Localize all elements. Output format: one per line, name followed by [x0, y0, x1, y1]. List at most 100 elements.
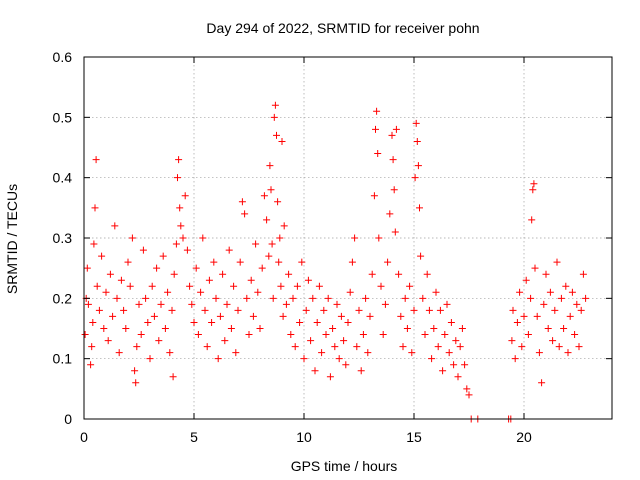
data-point [205, 276, 213, 284]
data-point [254, 288, 262, 296]
data-point [508, 337, 516, 345]
data-point [267, 186, 275, 194]
data-point [285, 270, 293, 278]
x-axis-label: GPS time / hours [291, 458, 398, 474]
data-point [199, 234, 207, 242]
data-point [164, 288, 172, 296]
axes: 0 0.1 0.2 0.3 0.4 0.5 0.6 0 5 10 15 20 [53, 49, 612, 445]
y-tick-label: 0.4 [53, 170, 73, 186]
data-point [381, 300, 389, 308]
data-point [95, 306, 103, 314]
data-point [531, 264, 539, 272]
x-tick-label: 0 [80, 429, 88, 445]
data-point [214, 355, 222, 363]
data-point [562, 282, 570, 290]
data-point [93, 282, 101, 290]
data-point [115, 349, 123, 357]
data-point [411, 174, 419, 182]
data-point [412, 119, 420, 127]
data-point [346, 288, 354, 296]
data-point [236, 258, 244, 266]
data-point [168, 306, 176, 314]
data-point [137, 331, 145, 339]
data-point [391, 228, 399, 236]
data-point [377, 282, 385, 290]
data-point [81, 331, 89, 339]
data-point [109, 312, 117, 320]
data-point [413, 137, 421, 145]
data-point [318, 349, 326, 357]
data-point [430, 325, 438, 332]
data-point [128, 234, 136, 242]
data-point [443, 300, 451, 308]
data-point [571, 331, 579, 339]
data-point [546, 288, 554, 296]
y-tick-label: 0.1 [53, 351, 73, 367]
data-point [100, 325, 108, 332]
data-point [268, 240, 276, 248]
data-point [516, 288, 524, 296]
data-point [452, 337, 460, 345]
data-point [146, 355, 154, 363]
data-point [527, 294, 535, 302]
data-point [551, 306, 559, 314]
data-point [528, 216, 536, 224]
data-point [374, 150, 382, 158]
data-point [518, 343, 526, 351]
data-point [238, 198, 246, 206]
data-point [450, 361, 458, 369]
data-point [465, 391, 473, 399]
data-point [454, 373, 462, 381]
data-point [247, 276, 255, 284]
y-axis-label: SRMTID / TECUs [4, 184, 20, 294]
data-point [269, 294, 277, 302]
data-point [190, 318, 198, 326]
data-point [333, 300, 341, 308]
data-point [192, 264, 200, 272]
data-point [263, 216, 271, 224]
data-point [386, 210, 394, 218]
data-point [300, 355, 308, 363]
data-point [298, 258, 306, 266]
data-point [161, 325, 169, 332]
data-point [111, 222, 119, 230]
data-point [326, 373, 334, 381]
data-point [153, 264, 161, 272]
data-point [175, 156, 183, 164]
data-point [372, 125, 379, 133]
data-point [355, 306, 363, 314]
data-point [166, 349, 174, 357]
data-point [529, 186, 537, 194]
data-point [221, 337, 229, 345]
data-point [555, 343, 563, 351]
data-point [313, 318, 321, 326]
data-point [359, 331, 367, 339]
y-tick-label: 0 [64, 411, 72, 427]
data-point [179, 234, 187, 242]
data-point [266, 162, 274, 170]
data-point [542, 270, 550, 278]
data-point [395, 270, 403, 278]
data-point [368, 270, 376, 278]
data-point [142, 294, 150, 302]
x-tick-label: 5 [190, 429, 198, 445]
data-point [432, 288, 440, 296]
data-point [126, 282, 134, 290]
data-point [289, 294, 297, 302]
data-point [340, 337, 348, 345]
data-point [89, 318, 97, 326]
data-point [397, 312, 405, 320]
data-point [131, 367, 139, 375]
data-point [575, 343, 583, 351]
data-point [227, 325, 235, 332]
data-point [296, 318, 304, 326]
data-point [197, 288, 205, 296]
data-point [329, 325, 337, 332]
data-point [174, 174, 181, 182]
data-point [414, 162, 422, 170]
data-point [566, 312, 574, 320]
y-tick-label: 0.2 [53, 290, 73, 306]
data-point [277, 282, 285, 290]
data-point [188, 300, 196, 308]
